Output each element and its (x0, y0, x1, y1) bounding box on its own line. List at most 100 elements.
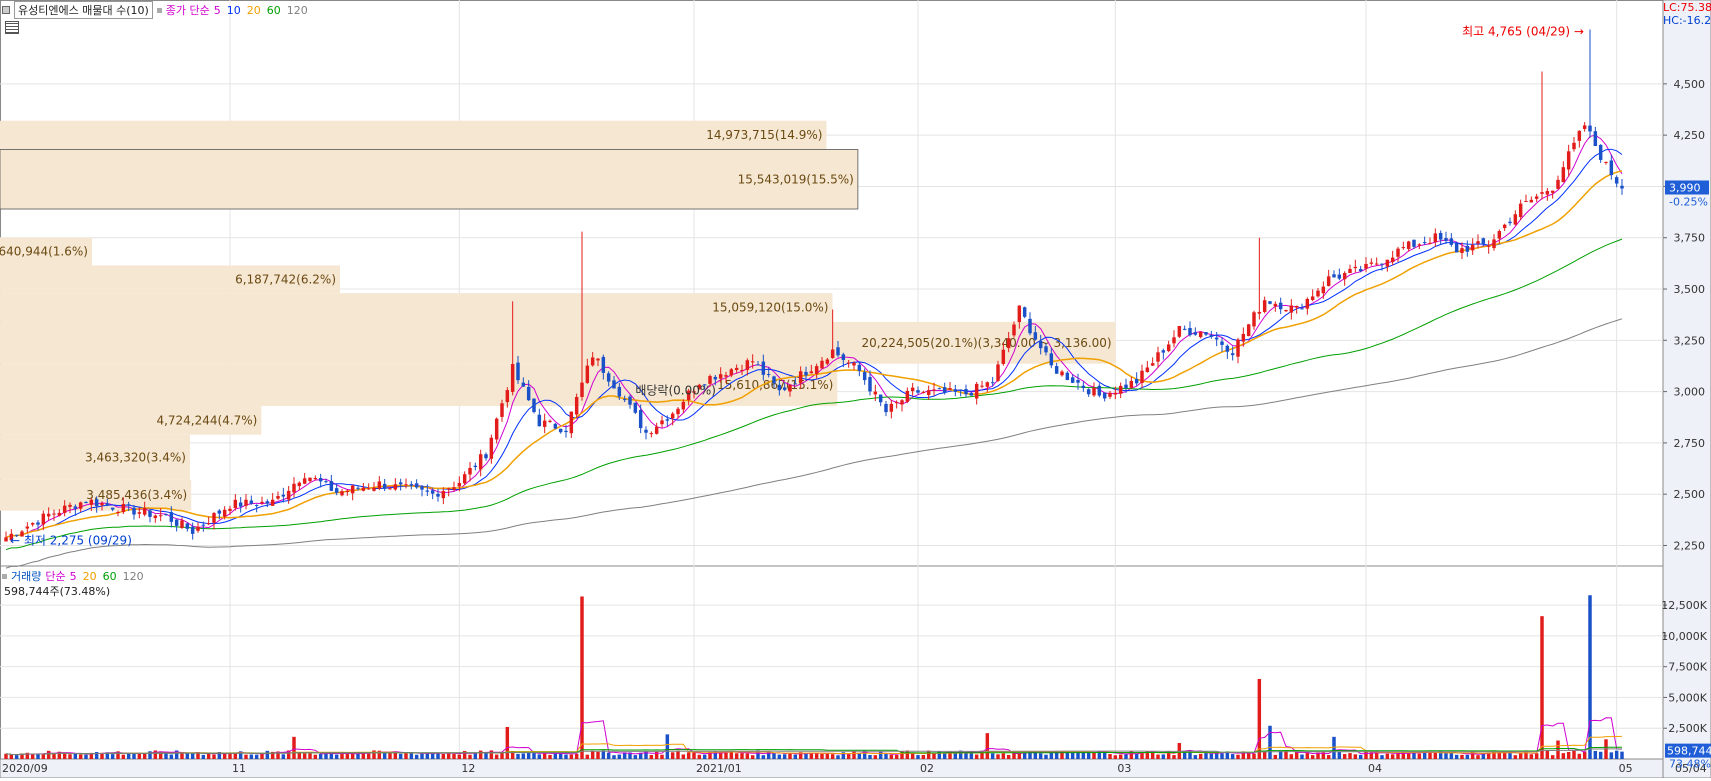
volume-bar (964, 752, 968, 759)
candle-body (1337, 274, 1342, 279)
volume-profile-bar (0, 120, 827, 150)
table-icon[interactable] (5, 21, 19, 34)
candle-body (985, 382, 990, 387)
volume-bar (1012, 751, 1016, 759)
candle-body (372, 487, 376, 491)
candle-body (921, 392, 926, 394)
high-annotation: 최고 4,765 (04/29) → (1462, 24, 1584, 38)
volume-ma-period-120: 120 (122, 569, 144, 583)
volume-bar (233, 752, 238, 759)
candle-body (622, 399, 627, 401)
volume-bar (740, 753, 744, 759)
candle-body (1150, 363, 1155, 366)
candle-body (1140, 370, 1144, 383)
candle-body (14, 534, 19, 536)
volume-bar (1508, 752, 1512, 759)
candle-body (41, 513, 46, 525)
volume-bar (1134, 753, 1139, 759)
volume-bar (1225, 751, 1230, 759)
volume-bar (436, 752, 440, 759)
candle-body (1310, 296, 1315, 300)
candle-body (1001, 349, 1006, 364)
candle-body (1316, 290, 1320, 297)
volume-bar (889, 754, 894, 759)
candle-body (649, 433, 654, 435)
candle-body (425, 490, 430, 492)
volume-bar (1412, 752, 1416, 759)
candle-body (505, 390, 510, 403)
candle-body (569, 411, 574, 434)
candle-body (62, 505, 67, 513)
volume-bar (804, 753, 808, 759)
volume-bar (585, 754, 590, 759)
volume-bar (1588, 595, 1592, 759)
volume-bar (564, 754, 568, 759)
candle-body (553, 423, 558, 429)
candle-body (601, 356, 606, 373)
volume-bar (84, 754, 88, 759)
volume-bar (1220, 753, 1224, 759)
volume-bar (953, 752, 958, 759)
candle-body (484, 454, 488, 459)
volume-bar (1422, 751, 1427, 759)
volume-bar (212, 754, 216, 759)
volume-bar (1401, 751, 1406, 759)
volume-bar (30, 754, 35, 759)
volume-bars (4, 595, 1624, 759)
chart-labels: 최고 4,765 (04/29) → ← 최저 2,275 (09/29) 배당락(… (10, 24, 1711, 771)
volume-bar (78, 754, 83, 759)
volume-bar (734, 753, 739, 759)
volume-bar (302, 753, 307, 759)
volume-bar (153, 750, 158, 759)
volume-bar (1518, 753, 1523, 759)
volume-bar (1049, 751, 1054, 759)
volume-bar (846, 754, 851, 759)
volume-bar (1294, 751, 1299, 759)
date-label: 2020/09 (2, 762, 48, 775)
candle-body (1257, 311, 1262, 314)
candle-body (894, 402, 899, 404)
volume-bar (1001, 753, 1006, 759)
volume-bar (750, 755, 755, 759)
candle-body (1161, 350, 1166, 353)
volume-bar (958, 750, 963, 759)
volume-bar (484, 753, 488, 759)
volume-bar (94, 752, 99, 759)
volume-bar (1070, 752, 1075, 759)
candle-body (1070, 377, 1075, 383)
volume-bar (1145, 751, 1150, 759)
candle-body (905, 390, 910, 402)
volume-bar (1465, 754, 1470, 759)
volume-bar (830, 754, 835, 759)
candle-body (329, 481, 334, 491)
candle-body (462, 474, 467, 484)
candle-body (1156, 352, 1160, 362)
candle-body (393, 484, 398, 490)
volume-bar (638, 752, 643, 759)
volume-bar (1321, 752, 1326, 759)
candle-body (1593, 131, 1598, 147)
volume-bar (649, 755, 654, 759)
candle-body (756, 364, 760, 366)
candle-body (478, 454, 483, 470)
volume-bar (1268, 725, 1272, 759)
volume-bar (825, 752, 830, 759)
candle-body (1214, 337, 1219, 340)
candle-body (217, 510, 222, 514)
volume-bar (1076, 752, 1080, 759)
volume-bar (452, 753, 456, 759)
volume-bar (1278, 750, 1283, 759)
volume-bar (1406, 753, 1411, 759)
stock-title[interactable]: 유성티엔에스 매물대 수(10) (14, 1, 153, 19)
volume-bar (1348, 753, 1352, 759)
candle-body (836, 347, 840, 356)
candle-body (249, 500, 254, 504)
volume-bar (900, 751, 904, 759)
volume-bar (702, 754, 707, 759)
candle-body (676, 408, 680, 415)
candle-body (825, 359, 830, 364)
volume-bar (793, 754, 798, 759)
candle-body (798, 371, 803, 383)
